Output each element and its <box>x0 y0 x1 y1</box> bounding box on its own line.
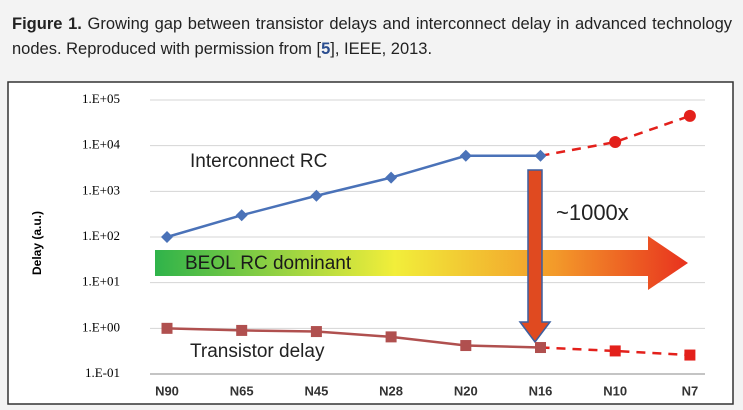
x-tick-label: N20 <box>454 383 478 398</box>
marker <box>609 345 621 357</box>
x-tick-label: N16 <box>529 383 553 398</box>
series-line <box>166 154 541 239</box>
marker <box>310 189 323 202</box>
region-arrow <box>155 236 688 290</box>
gap-arrow <box>518 169 552 344</box>
x-tick-label: N10 <box>603 383 627 398</box>
series-line <box>166 327 541 349</box>
x-tick-label: N65 <box>230 383 254 398</box>
y-tick-label: 1.E+05 <box>82 91 120 106</box>
marker <box>459 149 472 162</box>
marker <box>385 171 398 184</box>
marker <box>609 136 622 149</box>
caption-text: Growing gap between transistor delays an… <box>12 15 732 58</box>
gap-label: ~1000x <box>556 200 629 225</box>
x-tick-label: N28 <box>379 383 403 398</box>
series-label: Transistor delay <box>190 341 325 362</box>
x-tick-label: N7 <box>682 383 699 398</box>
marker <box>235 209 248 222</box>
marker <box>535 342 546 354</box>
y-tick-label: 1.E+02 <box>82 228 120 243</box>
reference-link[interactable]: 5 <box>321 40 331 58</box>
marker <box>236 324 248 336</box>
projected-line <box>540 346 690 357</box>
caption-text: ], IEEE, 2013. <box>330 40 433 58</box>
y-tick-label: 1.E+00 <box>82 319 120 334</box>
marker <box>460 340 472 352</box>
series-label: Interconnect RC <box>190 151 327 172</box>
x-tick-label: N45 <box>304 383 328 398</box>
marker <box>684 349 696 361</box>
caption: Figure 1. Growing gap between transistor… <box>12 12 732 62</box>
y-tick-label: 1.E-01 <box>85 365 120 380</box>
marker <box>161 322 173 334</box>
y-tick-label: 1.E+01 <box>82 274 120 289</box>
x-tick-label: N90 <box>155 383 179 398</box>
y-axis-label: Delay (a.u.) <box>30 211 44 275</box>
region-label: BEOL RC dominant <box>185 253 352 274</box>
y-tick-label: 1.E+04 <box>82 137 121 152</box>
marker <box>385 331 397 343</box>
y-tick-label: 1.E+03 <box>82 182 120 197</box>
caption-label: Figure 1. <box>12 15 82 33</box>
chart-frame <box>7 81 734 405</box>
marker <box>310 326 322 338</box>
marker <box>683 109 696 122</box>
marker <box>534 149 547 162</box>
projected-line <box>540 114 691 158</box>
marker <box>161 231 173 243</box>
